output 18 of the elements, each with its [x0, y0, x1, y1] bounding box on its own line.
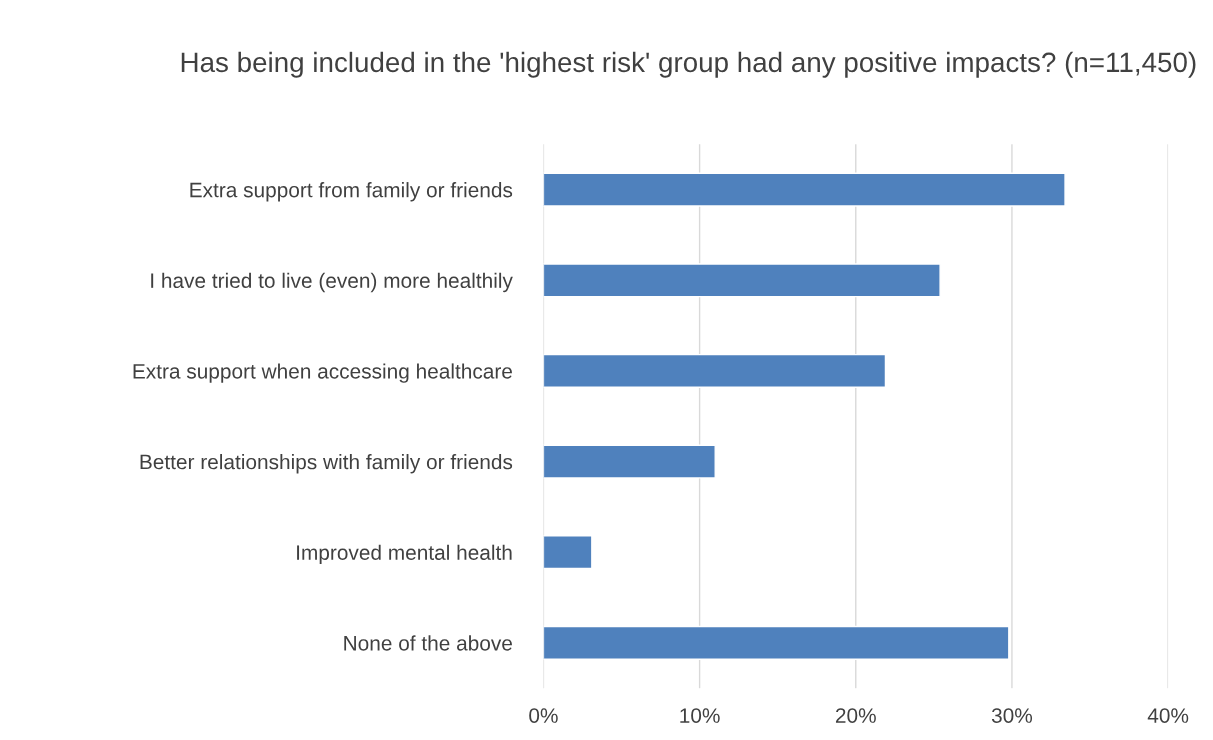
- x-tick-label: 30%: [991, 708, 1033, 723]
- y-tick-label: Extra support from family or friends: [190, 182, 513, 202]
- y-tick-label: None of the above: [344, 635, 512, 651]
- bar: [543, 353, 887, 388]
- bar: [543, 444, 716, 479]
- bar: [543, 625, 1010, 660]
- y-tick-label: Better relationships with family or friends: [140, 454, 513, 474]
- bar: [543, 535, 593, 570]
- bar: [543, 263, 941, 298]
- chart-title: Has being included in the 'highest risk' group had any positive impacts? (n=11,450): [181, 51, 1196, 78]
- x-tick-label: 40%: [1147, 708, 1189, 723]
- bar: [543, 172, 1066, 207]
- y-tick-label: I have tried to live (even) more healthily: [151, 272, 513, 293]
- x-tick-label: 10%: [680, 708, 720, 723]
- x-tick-label: 20%: [835, 708, 876, 723]
- y-tick-label: Extra support when accessing healthcare: [133, 363, 512, 383]
- x-tick-label: 0%: [529, 708, 558, 723]
- y-tick-label: Improved mental health: [297, 544, 512, 565]
